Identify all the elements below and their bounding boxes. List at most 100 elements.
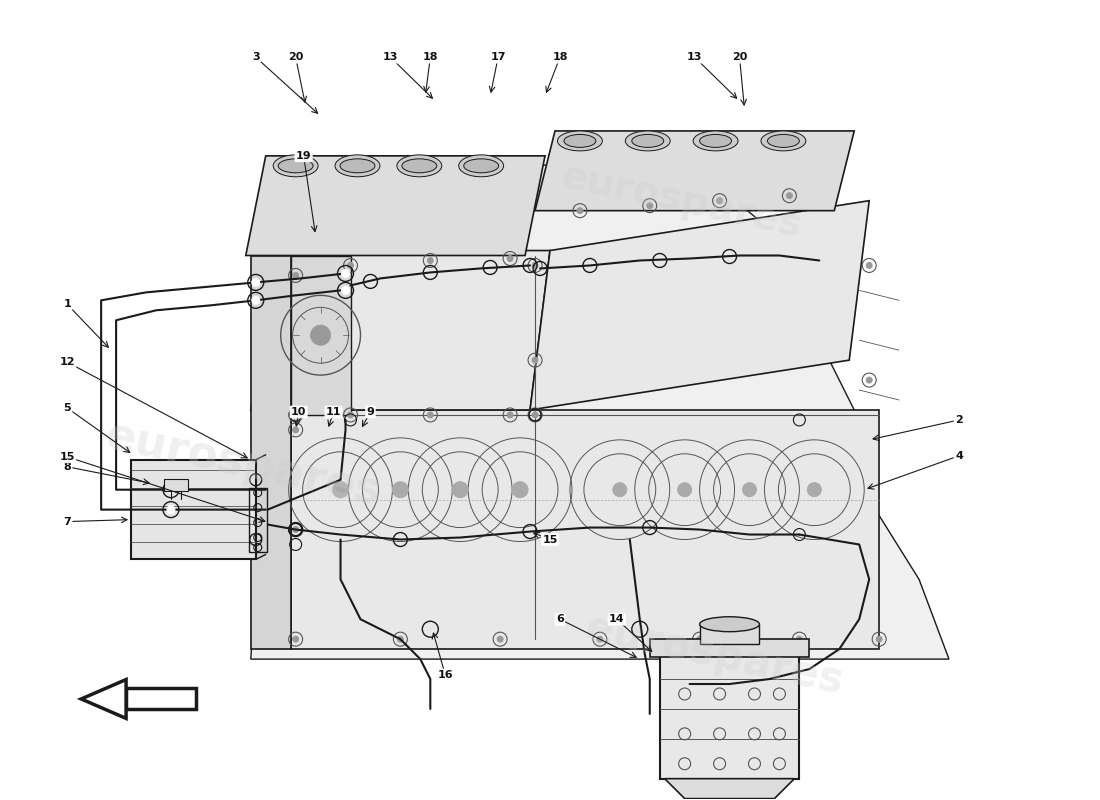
Ellipse shape [558,131,603,151]
Ellipse shape [278,159,314,173]
Text: 12: 12 [59,357,75,367]
Circle shape [293,412,298,418]
Circle shape [452,482,469,498]
Ellipse shape [336,155,380,177]
Circle shape [293,427,298,433]
Circle shape [252,278,260,286]
Text: 1: 1 [64,299,72,310]
Polygon shape [650,639,810,657]
Ellipse shape [464,159,498,173]
Polygon shape [535,131,855,210]
Circle shape [393,482,408,498]
Text: 14: 14 [609,614,625,624]
Ellipse shape [273,155,318,177]
Text: 17: 17 [491,52,506,62]
Text: 10: 10 [290,407,306,417]
Ellipse shape [700,617,759,632]
Circle shape [597,636,603,642]
Ellipse shape [768,134,800,147]
Text: 16: 16 [438,670,453,680]
Circle shape [167,486,175,494]
Circle shape [613,482,627,497]
Text: 19: 19 [296,151,311,161]
Ellipse shape [402,159,437,173]
Text: 6: 6 [556,614,564,624]
Ellipse shape [625,131,670,151]
Text: 18: 18 [422,52,438,62]
Text: 13: 13 [383,52,398,62]
Text: 18: 18 [552,52,568,62]
Circle shape [293,636,298,642]
Text: 2: 2 [955,415,962,425]
Ellipse shape [693,131,738,151]
Polygon shape [81,679,126,718]
Text: 5: 5 [64,403,72,413]
Polygon shape [251,255,290,649]
Circle shape [348,412,353,418]
Circle shape [796,636,802,642]
Circle shape [877,636,882,642]
Circle shape [647,202,652,209]
Text: 9: 9 [366,407,374,417]
Circle shape [167,506,175,514]
Text: eurospares: eurospares [558,157,805,245]
Circle shape [427,412,433,418]
Polygon shape [164,478,188,490]
Circle shape [293,273,298,278]
Polygon shape [131,460,255,559]
Circle shape [786,193,792,198]
Circle shape [866,262,872,269]
Circle shape [513,482,528,498]
Circle shape [397,636,404,642]
Circle shape [532,412,538,418]
Ellipse shape [564,134,596,147]
Circle shape [576,208,583,214]
Polygon shape [251,151,949,659]
Ellipse shape [459,155,504,177]
Text: 11: 11 [326,407,341,417]
Circle shape [507,412,513,418]
Polygon shape [290,410,879,649]
Circle shape [497,636,503,642]
Circle shape [293,526,298,533]
Bar [249,488,266,553]
Circle shape [532,357,538,363]
Ellipse shape [397,155,442,177]
Circle shape [807,482,822,497]
Text: 3: 3 [252,52,260,62]
Text: 4: 4 [955,451,962,461]
Ellipse shape [700,134,732,147]
Text: 20: 20 [288,52,304,62]
Circle shape [427,258,433,263]
Circle shape [348,262,353,269]
Polygon shape [700,624,759,644]
Text: 15: 15 [59,452,75,462]
Circle shape [252,296,260,304]
Circle shape [678,482,692,497]
Circle shape [866,377,872,383]
Polygon shape [530,201,869,410]
Circle shape [696,636,703,642]
Polygon shape [251,250,550,410]
Polygon shape [245,156,544,255]
Text: 20: 20 [732,52,747,62]
Text: 7: 7 [64,517,72,526]
Ellipse shape [631,134,663,147]
Polygon shape [660,649,800,778]
Polygon shape [126,689,196,710]
Text: eurospares: eurospares [582,607,848,703]
Circle shape [716,198,723,204]
Ellipse shape [761,131,806,151]
Polygon shape [664,778,794,798]
Text: 13: 13 [686,52,702,62]
Circle shape [742,482,757,497]
Text: 15: 15 [542,534,558,545]
Circle shape [341,270,350,278]
Text: 8: 8 [64,462,72,472]
Circle shape [332,482,349,498]
Circle shape [507,255,513,262]
Text: eurospares: eurospares [101,414,385,514]
Circle shape [341,286,350,294]
Circle shape [532,262,538,269]
Ellipse shape [340,159,375,173]
